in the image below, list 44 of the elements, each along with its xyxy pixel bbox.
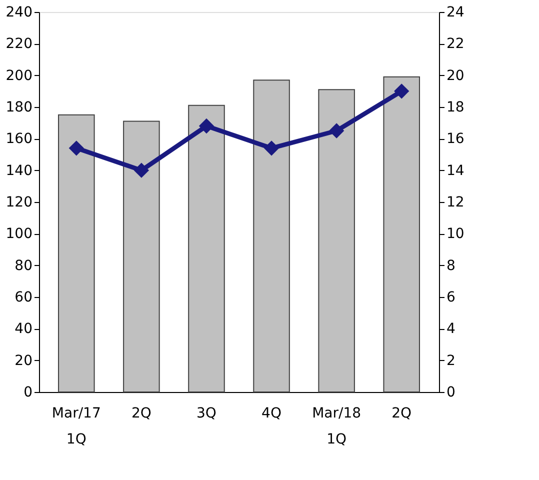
y2-tick-label: 2	[446, 352, 456, 369]
x-tick-label: Mar/18 1Q	[312, 406, 362, 448]
y2-tick-label: 12	[446, 194, 464, 210]
x-tick-label: 2Q	[131, 406, 152, 422]
y-tick-label: 80	[14, 258, 32, 274]
bar	[383, 76, 420, 392]
y-tick-label: 120	[6, 194, 32, 210]
x-tick-label: 4Q	[262, 406, 282, 422]
bar	[123, 120, 160, 392]
y2-tick-label: 24	[446, 4, 464, 20]
y-tick-label: 60	[14, 290, 32, 306]
y-tick-label: 220	[6, 36, 32, 52]
y-tick-label: 100	[6, 226, 32, 242]
bar	[318, 89, 355, 392]
point	[394, 84, 410, 99]
y2-tick-label: 6	[446, 290, 456, 306]
y2-tick-label: 8	[446, 258, 456, 274]
y-tick-label: 240	[6, 4, 32, 20]
bar	[188, 104, 225, 392]
y2-tick-label: 10	[446, 226, 464, 242]
bar	[253, 80, 290, 392]
point	[264, 140, 280, 156]
y2-tick-label: 20	[446, 68, 464, 84]
y-tick-label: 0	[24, 384, 32, 400]
y-tick-label: 40	[14, 321, 32, 338]
point	[134, 162, 150, 178]
x-tick-label: Mar/17 1Q	[52, 406, 101, 448]
y-tick-label: 200	[6, 68, 32, 84]
point	[198, 118, 214, 134]
bar	[58, 114, 95, 392]
point	[328, 123, 344, 138]
y-tick-label: 180	[6, 100, 32, 116]
y2-tick-label: 14	[446, 162, 464, 179]
y-tick-label: 140	[6, 162, 32, 179]
y-tick-label: 160	[6, 131, 32, 148]
y2-tick-label: 22	[446, 36, 464, 52]
y2-tick-label: 18	[446, 100, 464, 116]
y2-tick-label: 0	[446, 384, 456, 400]
y2-tick-label: 16	[446, 131, 464, 148]
y-tick-label: 20	[14, 352, 32, 369]
y2-tick-label: 4	[446, 321, 456, 338]
x-tick-label: 3Q	[196, 406, 216, 422]
point	[68, 140, 84, 156]
x-tick-label: 2Q	[392, 406, 412, 422]
